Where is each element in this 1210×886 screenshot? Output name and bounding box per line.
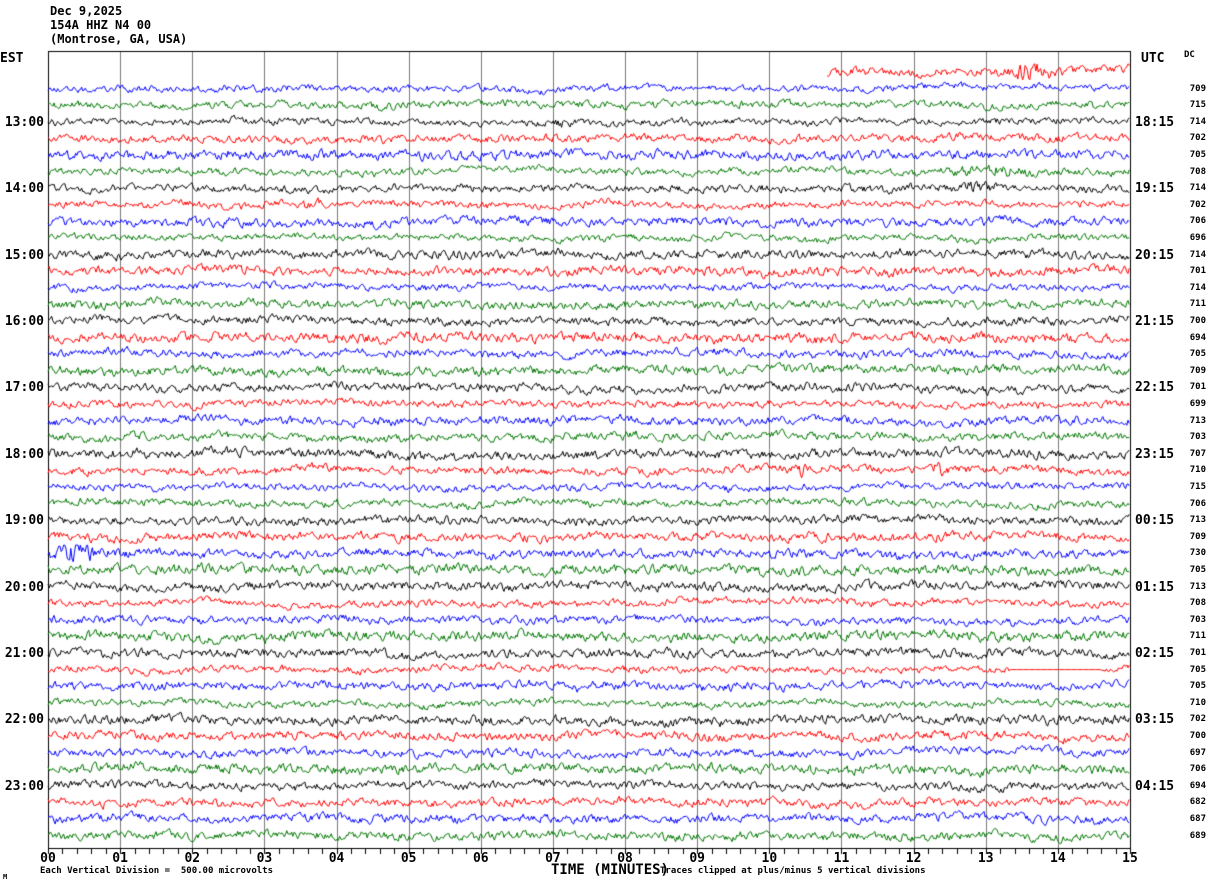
dc-value: 694 [1189,332,1206,343]
est-time-label: 20:00 [4,579,44,595]
dc-value: 709 [1189,531,1206,542]
dc-value: 706 [1189,216,1206,227]
dc-value: 713 [1189,515,1206,526]
utc-time-label: 03:15 [1135,712,1175,728]
est-time-label: 13:00 [4,114,44,130]
x-tick-label: 14 [1050,851,1066,866]
x-axis-title: TIME (MINUTES) [550,862,669,878]
dc-value: 714 [1189,249,1206,260]
utc-time-label: 20:15 [1135,247,1175,263]
dc-value: 705 [1189,565,1206,575]
dc-value: 715 [1189,482,1206,492]
utc-time-label: 21:15 [1135,314,1175,329]
dc-value: 707 [1189,448,1206,459]
dc-value: 697 [1189,747,1206,758]
dc-value: 701 [1189,382,1206,393]
x-tick-label: 03 [256,851,273,866]
dc-value: 702 [1189,199,1206,210]
utc-time-label: 22:15 [1135,380,1175,396]
header-date: Dec 9,2025 [50,4,123,18]
dc-value: 713 [1189,415,1206,426]
dc-value: 714 [1189,183,1206,194]
dc-value: 709 [1189,83,1206,94]
dc-value: 687 [1189,814,1206,824]
dc-value: 711 [1189,631,1206,642]
utc-time-label: 00:15 [1135,513,1175,529]
x-tick-label: 06 [472,851,489,866]
dc-value: 706 [1189,764,1206,775]
dc-value: 705 [1189,681,1206,692]
utc-time-label: 23:15 [1135,446,1175,462]
x-tick-label: 05 [400,851,417,866]
dc-value: 714 [1189,116,1206,127]
dc-value: 708 [1189,166,1206,177]
dc-value: 710 [1189,465,1206,476]
dc-value: 711 [1189,299,1206,310]
x-tick-label: 01 [112,851,128,866]
dc-value: 709 [1189,365,1206,376]
est-time-label: 23:00 [4,778,44,794]
dc-value: 700 [1189,731,1206,741]
header-station: 154A HHZ N4 00 [50,18,152,32]
dc-value: 708 [1189,598,1206,609]
utc-time-label: 01:15 [1135,579,1175,595]
dc-value: 701 [1189,266,1206,277]
dc-value: 694 [1189,780,1206,791]
dc-value: 702 [1189,714,1206,725]
dc-value: 705 [1189,664,1206,675]
est-time-label: 16:00 [4,314,44,329]
dc-value: 710 [1189,697,1206,708]
dc-value: 701 [1189,648,1206,658]
dc-value: 706 [1189,498,1206,509]
right-timezone-label: UTC [1141,51,1165,66]
dc-value: 703 [1189,614,1206,625]
x-tick-label: 15 [1122,851,1138,866]
scale-note: Each Vertical Division = 500.00 microvol… [40,866,273,876]
dc-value: 702 [1189,133,1206,144]
dc-value: 703 [1189,432,1206,443]
x-tick-label: 07 [545,851,561,866]
dc-value: 689 [1189,830,1206,841]
utc-time-label: 02:15 [1135,646,1175,661]
est-time-label: 21:00 [4,646,44,661]
dc-value: 705 [1189,150,1206,160]
est-time-label: 17:00 [4,380,44,396]
x-tick-label: 13 [977,851,994,866]
x-tick-label: 00 [40,851,56,866]
x-tick-label: 10 [761,851,778,866]
x-tick-label: 02 [184,851,201,866]
est-time-label: 14:00 [4,181,44,197]
watermark-glyph: M [3,873,8,881]
x-tick-label: 04 [328,851,345,866]
est-time-label: 22:00 [4,712,44,728]
est-time-label: 15:00 [4,247,44,263]
x-tick-label: 08 [617,851,633,866]
dc-value: 714 [1189,282,1206,293]
dc-value: 699 [1189,399,1206,409]
dc-value: 715 [1189,100,1206,111]
header-location: (Montrose, GA, USA) [50,32,188,46]
x-tick-label: 09 [689,851,706,866]
clip-note: Traces clipped at plus/minus 5 vertical … [660,866,926,876]
est-time-label: 19:00 [4,513,44,529]
left-timezone-label: EST [0,51,24,66]
dc-value: 682 [1189,797,1206,808]
utc-time-label: 18:15 [1135,114,1175,130]
x-tick-label: 11 [833,851,850,866]
dc-value: 696 [1189,233,1206,243]
dc-value: 713 [1189,581,1206,592]
dc-value: 730 [1189,548,1206,559]
x-tick-label: 12 [905,851,922,866]
dc-column-header: DC [1184,50,1195,60]
dc-value: 700 [1189,316,1206,326]
dc-value: 705 [1189,349,1206,360]
utc-time-label: 04:15 [1135,778,1175,794]
est-time-label: 18:00 [4,446,44,462]
utc-time-label: 19:15 [1135,181,1175,197]
